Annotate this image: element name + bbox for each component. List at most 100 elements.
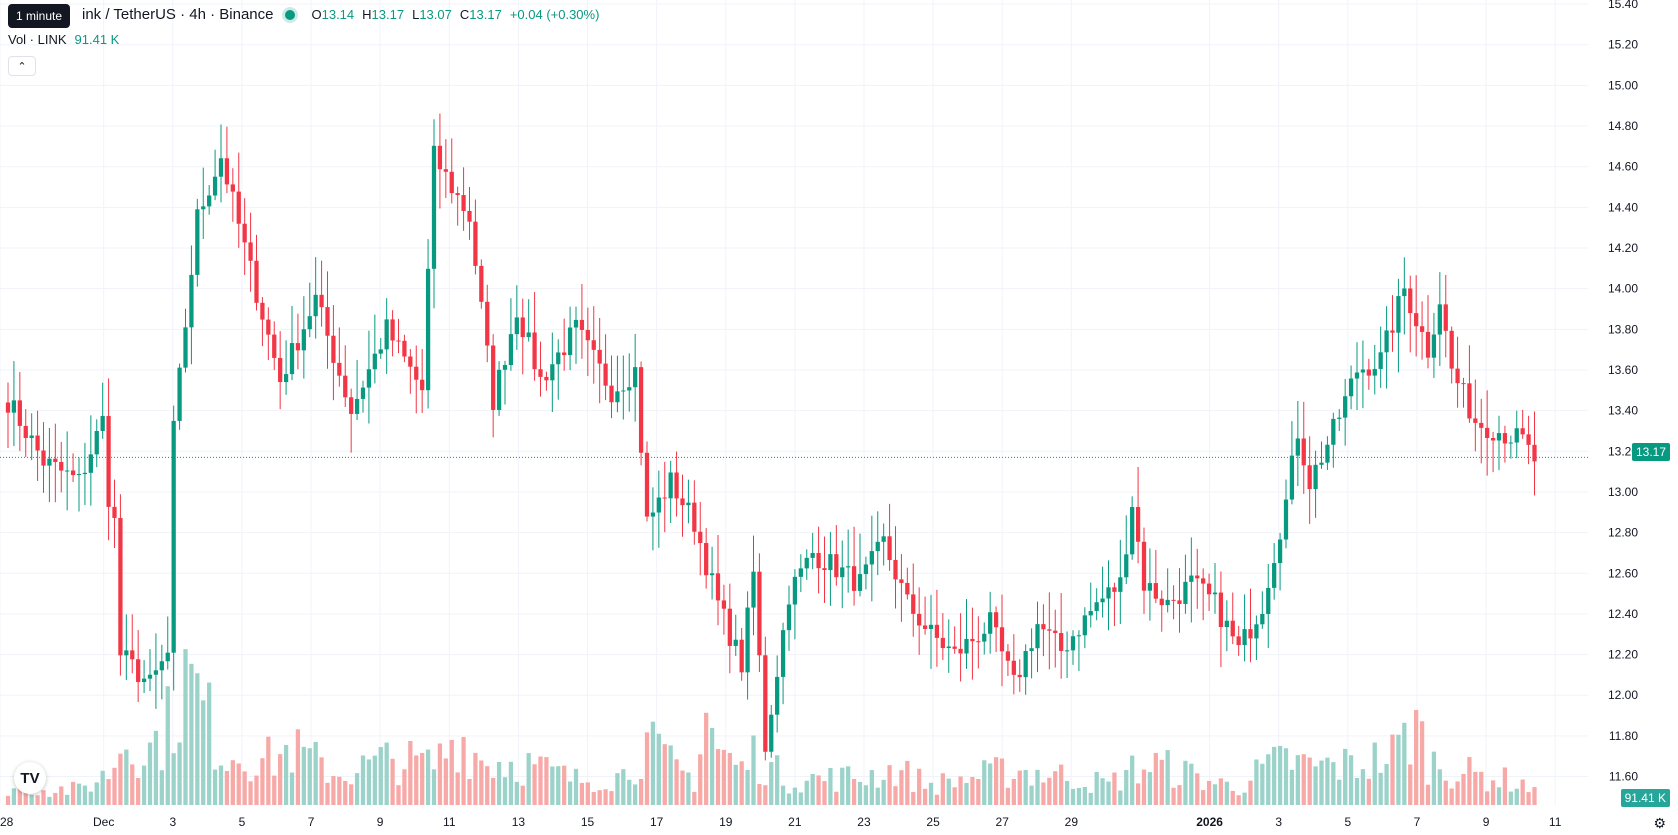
candle-body [597, 349, 602, 364]
candle-body [810, 552, 815, 558]
y-tick-label: 15.00 [1608, 78, 1638, 92]
candle-body [609, 385, 614, 403]
chevron-up-icon: ⌃ [17, 60, 27, 73]
candle-body [976, 641, 981, 643]
volume-bar [1171, 787, 1176, 805]
candle-body [633, 367, 638, 388]
volume-bar [11, 788, 17, 805]
candle-body [1402, 288, 1407, 297]
candle-body [165, 652, 170, 662]
tradingview-logo-icon[interactable]: TV [14, 762, 46, 794]
volume-bar [360, 755, 366, 805]
volume-bar [1514, 788, 1519, 805]
candle-body [23, 425, 28, 439]
candle-body [5, 402, 11, 413]
volume-bar [982, 760, 987, 805]
volume-bar [1307, 757, 1312, 805]
candle-body [491, 345, 496, 410]
candle-body [993, 612, 999, 628]
volume-bar [295, 729, 301, 805]
candle-body [946, 646, 951, 649]
volume-bar [35, 795, 40, 805]
price-axis[interactable]: 11.60 11.80 12.00 12.20 12.40 12.60 12.80 13.00… [1608, 0, 1638, 784]
candle-body [236, 191, 241, 224]
candle-body [1514, 428, 1519, 443]
candle-body [538, 369, 543, 377]
symbol-title[interactable]: ink / TetherUS · 4h · Binance [82, 6, 274, 23]
candle-body [47, 458, 52, 466]
volume-bar [680, 770, 685, 805]
candle-body [94, 430, 99, 455]
volume-bar [822, 781, 827, 805]
candle-body [1135, 507, 1141, 542]
candle-body [325, 307, 330, 336]
candle-body [283, 374, 289, 383]
volume-label[interactable]: Vol · LINK [8, 32, 67, 47]
volume-bar [1360, 769, 1366, 805]
volume-bar [437, 743, 443, 805]
volume-bar [94, 782, 99, 805]
candle-body [1437, 304, 1442, 335]
volume-bar [1035, 769, 1040, 805]
candle-body [733, 639, 738, 646]
candle-body [1100, 598, 1105, 603]
volume-bar [1017, 770, 1022, 805]
market-status-dot[interactable] [285, 9, 296, 20]
candle-body [662, 497, 667, 499]
volume-bar [1437, 769, 1442, 805]
volume-bar [425, 749, 431, 805]
volume-bar [189, 663, 194, 805]
candle-body [343, 375, 348, 398]
volume-bar [1206, 780, 1212, 805]
candle-body [739, 639, 744, 673]
volume-bar [467, 778, 472, 805]
volume-bar [857, 781, 863, 805]
candle-body [437, 145, 443, 170]
candle-body [851, 566, 857, 591]
volume-bar [1532, 787, 1537, 805]
volume-bar [911, 792, 916, 805]
candle-body [834, 554, 839, 578]
candle-body [1088, 611, 1093, 616]
volume-bar [1135, 783, 1141, 805]
candle-body [556, 352, 561, 365]
candle-body [177, 367, 182, 421]
volume-bar [1337, 779, 1342, 805]
candle-body [431, 145, 437, 269]
candle-body [502, 365, 508, 370]
candle-body [1443, 304, 1448, 331]
collapse-legend-button[interactable]: ⌃ [8, 56, 36, 76]
candle-body [496, 369, 502, 410]
candle-body [1490, 437, 1496, 441]
candle-body [656, 497, 661, 513]
volume-bar [508, 761, 514, 805]
candle-body [70, 470, 76, 476]
y-tick-label: 14.40 [1608, 200, 1638, 214]
candle-body [638, 367, 644, 453]
candle-body [615, 391, 620, 403]
volume-bar [603, 789, 608, 805]
volume-bar [615, 773, 620, 805]
volume-bar [1313, 766, 1318, 805]
x-tick-label: 25 [926, 815, 940, 829]
y-tick-label: 12.40 [1608, 607, 1638, 621]
volume-bar [520, 785, 525, 805]
volume-bar [1112, 772, 1117, 805]
volume-bar [1130, 755, 1135, 805]
candle-body [982, 633, 987, 642]
gear-icon[interactable]: ⚙ [1653, 815, 1666, 831]
candle-body [153, 670, 159, 675]
volume-bar [100, 770, 105, 805]
volume-bar [538, 756, 543, 805]
volume-bar [1236, 795, 1241, 805]
candle-body [331, 335, 336, 363]
volume-bar [289, 772, 295, 805]
y-tick-label: 11.60 [1609, 770, 1638, 784]
candle-body [1289, 455, 1295, 500]
time-axis[interactable]: 28 Dec 3 5 7 9 11 13 15 17 19 21 23 25 27 29 2026 3 5 7 9 11 [0, 815, 1562, 829]
volume-bar [53, 792, 58, 805]
volume-bar [887, 765, 892, 805]
volume-bar [1283, 748, 1289, 805]
y-tick-label: 14.80 [1608, 119, 1638, 133]
